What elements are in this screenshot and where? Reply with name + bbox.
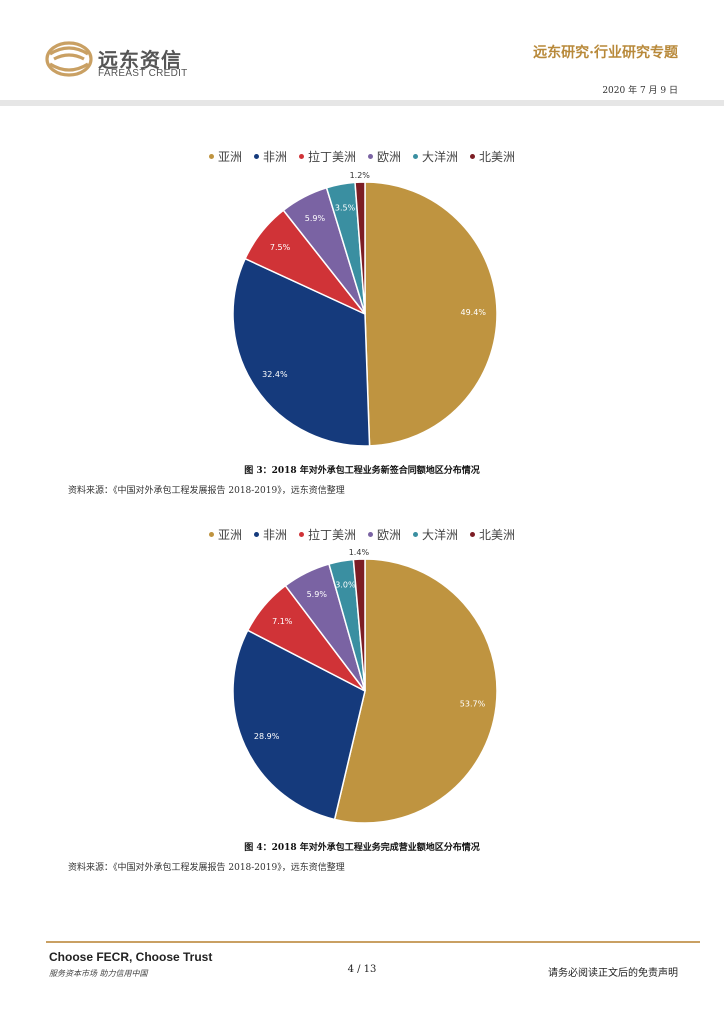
data-label-europe: 5.9%	[307, 590, 328, 599]
data-label-asia: 53.7%	[460, 700, 486, 709]
report-date: 2020 年 7 月 9 日	[602, 86, 678, 96]
legend-item-africa: 非洲	[253, 148, 287, 165]
legend-label: 亚洲	[217, 150, 242, 164]
legend-label: 拉丁美洲	[307, 528, 356, 542]
legend-label: 欧洲	[377, 528, 402, 542]
data-label-latin-america: 7.1%	[272, 617, 293, 626]
logo-english-name: FAREAST CREDIT	[98, 68, 188, 79]
footer-divider	[46, 941, 700, 943]
page-number: 4 / 13	[347, 964, 377, 975]
header-divider	[0, 100, 724, 106]
pie-slice-asia	[333, 558, 498, 824]
logo-chinese-name: 远东资信	[98, 48, 182, 72]
legend-label: 大洋洲	[422, 528, 459, 542]
figure-3-caption: 图 3：2018 年对外承包工程业务新签合同额地区分布情况	[244, 466, 480, 476]
legend-item-asia: 亚洲	[208, 526, 242, 543]
report-series-title: 远东研究·行业研究专题	[533, 45, 678, 61]
pie-slice-asia	[364, 181, 498, 447]
legend-swatch	[368, 154, 373, 159]
legend-swatch	[413, 532, 419, 537]
legend-item-oceania: 大洋洲	[413, 526, 458, 543]
legend-item-latin-america: 拉丁美洲	[298, 148, 356, 165]
figure-3-source: 资料来源：《中国对外承包工程发展报告 2018-2019》，远东资信整理	[68, 486, 345, 496]
legend-item-europe: 欧洲	[368, 148, 401, 165]
legend-item-latin-america: 拉丁美洲	[298, 526, 356, 543]
footer-slogan: Choose FECR, Choose Trust	[49, 950, 213, 964]
legend-swatch	[208, 532, 214, 537]
data-label-africa: 28.9%	[254, 732, 280, 741]
legend-swatch	[298, 154, 304, 159]
legend-item-north-america: 北美洲	[470, 526, 515, 543]
legend-swatch	[298, 532, 304, 537]
legend-swatch	[368, 532, 373, 537]
pie-slice-north-america	[352, 558, 366, 692]
data-label-africa: 32.4%	[262, 370, 288, 379]
legend-item-africa: 非洲	[253, 526, 287, 543]
data-label-europe: 5.9%	[305, 214, 326, 223]
legend-swatch	[253, 154, 259, 159]
chart-legend-figure-3: 亚洲 非洲 拉丁美洲 欧洲 大洋洲 北美洲	[0, 148, 724, 165]
pie-chart-figure-4: 53.7% 28.9% 7.1% 5.9% 3.0% 1.4%	[232, 548, 498, 824]
legend-label: 大洋洲	[422, 150, 459, 164]
fareast-credit-logo-icon	[45, 41, 93, 77]
legend-swatch	[470, 532, 476, 537]
pie-chart-figure-3: 49.4% 32.4% 7.5% 5.9% 3.5% 1.2%	[232, 171, 498, 447]
footer-motto: 服务资本市场 助力信用中国	[49, 969, 148, 978]
legend-label: 拉丁美洲	[307, 150, 356, 164]
footer-disclaimer: 请务必阅读正文后的免责声明	[548, 968, 678, 979]
data-label-latin-america: 7.5%	[270, 243, 291, 252]
data-label-north-america: 1.4%	[349, 548, 370, 557]
pie-slice-africa	[232, 629, 366, 821]
data-label-north-america: 1.2%	[350, 171, 371, 180]
pie-slice-north-america	[354, 181, 366, 315]
legend-label: 非洲	[262, 150, 287, 164]
chart-legend-figure-4: 亚洲 非洲 拉丁美洲 欧洲 大洋洲 北美洲	[0, 526, 724, 543]
legend-swatch	[208, 154, 214, 159]
data-label-oceania: 3.0%	[335, 581, 356, 590]
legend-swatch	[413, 154, 419, 159]
legend-label: 北美洲	[479, 528, 516, 542]
page-header: 远东资信 FAREAST CREDIT 远东研究·行业研究专题 2020 年 7…	[0, 0, 724, 110]
pie-slice-africa	[232, 257, 371, 447]
legend-label: 非洲	[262, 528, 287, 542]
legend-swatch	[470, 154, 476, 159]
legend-label: 亚洲	[217, 528, 242, 542]
legend-item-north-america: 北美洲	[470, 148, 515, 165]
data-label-oceania: 3.5%	[335, 204, 356, 213]
legend-item-oceania: 大洋洲	[413, 148, 458, 165]
data-label-asia: 49.4%	[461, 308, 487, 317]
legend-label: 欧洲	[377, 150, 402, 164]
legend-label: 北美洲	[479, 150, 516, 164]
figure-4-caption: 图 4：2018 年对外承包工程业务完成营业额地区分布情况	[244, 843, 480, 853]
legend-item-asia: 亚洲	[208, 148, 242, 165]
legend-item-europe: 欧洲	[368, 526, 401, 543]
figure-4-source: 资料来源：《中国对外承包工程发展报告 2018-2019》，远东资信整理	[68, 863, 345, 873]
legend-swatch	[253, 532, 259, 537]
